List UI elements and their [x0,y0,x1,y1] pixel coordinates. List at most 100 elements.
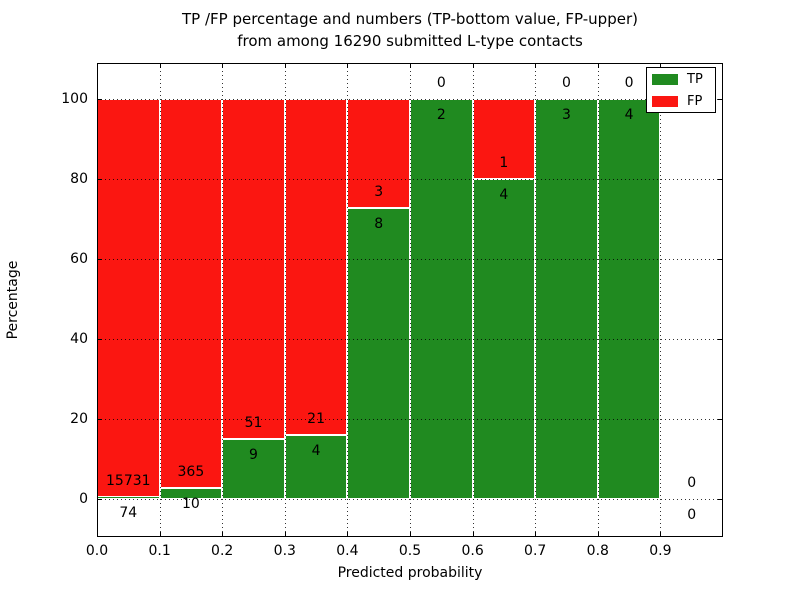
y-tick-mark-right [718,419,723,420]
x-tick-label: 0.9 [649,543,672,559]
bar-label-fp: 0 [436,75,446,91]
x-tick-mark-top [472,63,474,68]
gridline-vertical [660,63,662,537]
y-tick-mark-left [97,179,102,180]
x-tick-mark-top [597,63,599,68]
gridline-vertical [410,63,411,537]
x-tick-label: 0.5 [398,543,422,559]
x-tick-label: 0.0 [85,543,109,559]
bar-label-fp: 0 [624,75,634,91]
bar-label-fp: 365 [177,464,205,481]
x-tick-mark-bottom [660,532,662,537]
y-tick-mark-right [718,259,723,260]
y-tick-mark-right [718,179,723,180]
x-tick-label: 0.1 [148,543,171,559]
y-tick-mark-left [97,419,102,420]
bar-segment-fp [284,99,348,435]
gridline-vertical [597,63,599,537]
x-tick-mark-top [660,63,662,68]
bar-label-tp: 4 [499,187,509,203]
chart-title-line1: TP /FP percentage and numbers (TP-bottom… [182,10,638,28]
legend-label-fp: FP [687,94,703,109]
x-tick-label: 0.3 [273,543,296,559]
x-tick-mark-bottom [535,532,537,537]
bar-segment-tp [347,208,410,499]
bar-label-fp: 3 [374,184,384,201]
x-tick-mark-top [97,63,98,68]
x-tick-mark-top [535,63,537,68]
y-tick-label: 60 [70,251,88,267]
gridline-vertical [284,63,286,537]
y-tick-label: 100 [61,91,88,107]
x-axis-label: Predicted probability [337,565,483,581]
chart-title-line2: from among 16290 submitted L-type contac… [237,32,583,50]
bar-label-tp: 74 [119,505,138,522]
plot-area: 15731 74 365 10 51 9 21 4 3 8 0 2 1 4 0 3 0 4 0 0 [97,63,723,537]
x-tick-label: 0.6 [461,543,484,559]
x-tick-mark-top [410,63,411,68]
bar-label-tp: 10 [181,496,200,513]
bar-label-tp: 4 [624,107,634,123]
gridline-vertical [347,63,349,537]
fp-swatch-icon [652,96,678,107]
x-tick-label: 0.8 [586,543,609,559]
bar-label-fp: 1 [499,155,509,171]
y-tick-mark-right [718,499,723,500]
x-tick-label: 0.4 [336,543,359,559]
gridline-vertical [472,63,474,537]
bar-segment-tp [222,439,285,499]
x-tick-mark-top [159,63,161,68]
y-axis-label: Percentage [5,260,21,340]
bar-label-fp: 51 [244,415,263,431]
legend-label-tp: TP [687,72,703,87]
x-tick-label: 0.7 [524,543,547,559]
y-tick-label: 0 [79,491,88,507]
x-tick-mark-bottom [222,532,224,537]
x-tick-mark-bottom [597,532,599,537]
bar-label-fp: 21 [307,411,326,427]
y-tick-mark-right [718,99,723,100]
bar-label-tp: 4 [311,443,321,459]
gridline-vertical [222,63,224,537]
x-tick-mark-top [284,63,286,68]
gridline-vertical [159,63,161,537]
bar-label-tp: 0 [687,507,697,523]
y-tick-mark-left [97,499,102,500]
bar-segment-fp [159,99,223,489]
y-tick-label: 40 [70,331,88,347]
y-tick-mark-right [718,339,723,340]
bar-label-tp: 9 [249,447,258,463]
x-tick-label: 0.2 [211,543,234,559]
x-tick-mark-top [222,63,224,68]
x-tick-mark-bottom [347,532,349,537]
chart-title: TP /FP percentage and numbers (TP-bottom… [97,8,723,52]
tp-swatch-icon [652,74,678,85]
y-tick-mark-left [97,259,102,260]
y-tick-label: 80 [70,171,88,187]
bar-label-tp: 3 [562,107,571,123]
bar-label-tp: 8 [374,216,384,233]
x-tick-mark-bottom [472,532,474,537]
bar-label-tp: 2 [436,107,446,123]
x-tick-mark-bottom [159,532,161,537]
legend-item-tp: TP [647,69,715,90]
bar-segment-tp [597,99,661,499]
legend: TP FP [646,67,716,113]
bar-label-fp: 0 [687,475,697,491]
y-tick-mark-left [97,339,102,340]
x-tick-mark-bottom [410,532,411,537]
bar-segment-tp [284,435,348,499]
y-tick-mark-left [97,99,102,100]
y-tick-label: 20 [70,411,88,427]
bar-label-fp: 15731 [106,473,151,490]
gridline-vertical [535,63,537,537]
bar-segment-fp [97,99,160,498]
x-tick-mark-bottom [97,532,98,537]
legend-item-fp: FP [647,91,715,112]
bar-segment-tp [410,99,473,499]
bar-label-fp: 0 [562,75,571,91]
bar-segment-fp [222,99,285,439]
x-tick-mark-top [347,63,349,68]
x-tick-mark-bottom [284,532,286,537]
